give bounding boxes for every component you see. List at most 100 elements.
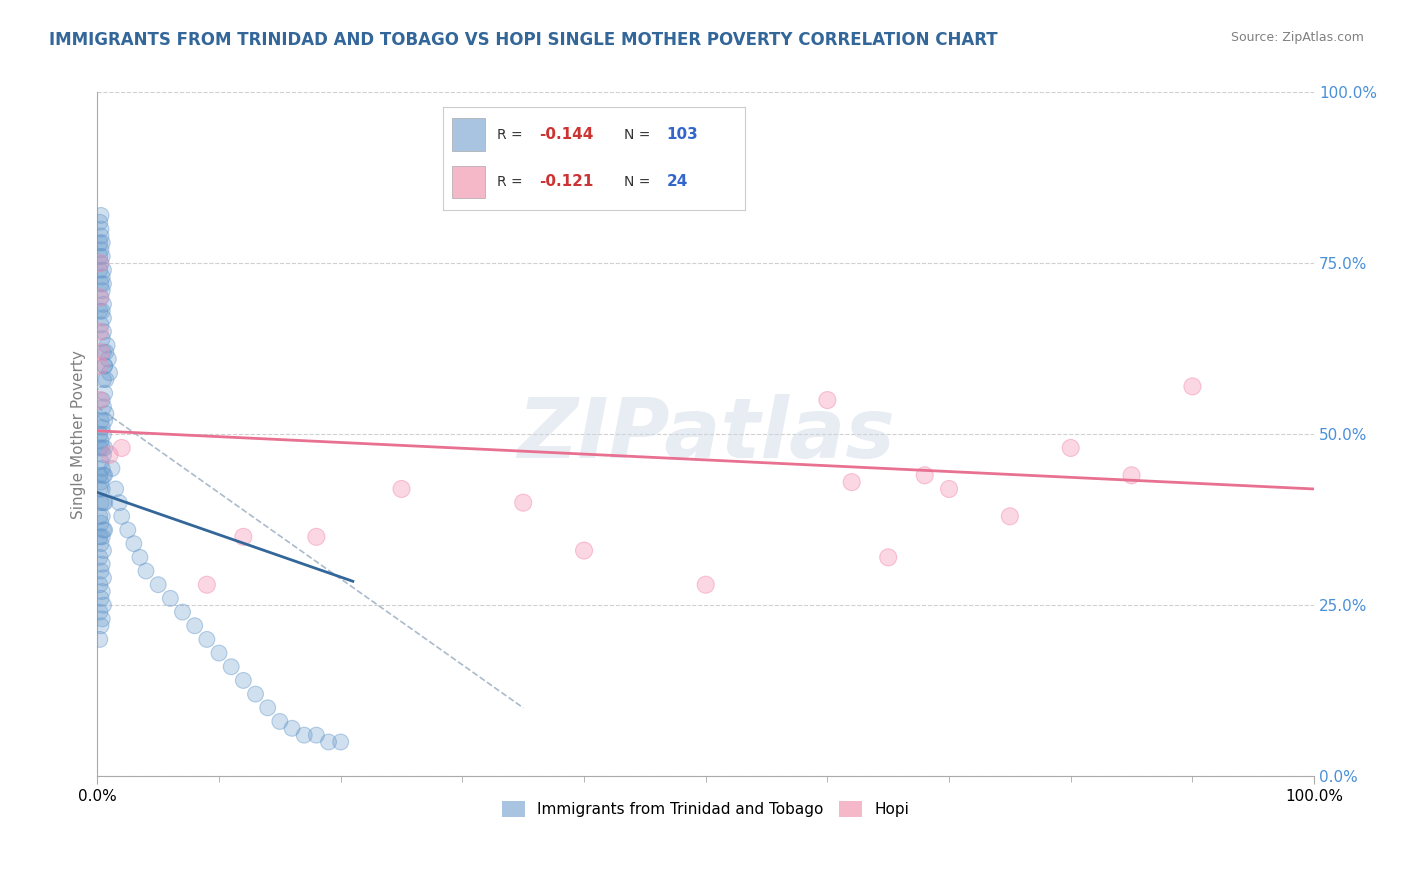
Point [90, 277, 112, 291]
Point [94, 345, 117, 359]
Point [135, 564, 157, 578]
Point [256, 700, 278, 714]
Point [90, 591, 112, 606]
Point [90, 229, 112, 244]
Point [91, 250, 114, 264]
Point [269, 714, 291, 729]
Point [93, 523, 115, 537]
Point [292, 728, 315, 742]
FancyBboxPatch shape [451, 166, 485, 198]
Point [93, 468, 115, 483]
Point [93, 468, 115, 483]
Point [89, 215, 111, 229]
Point [89, 291, 111, 305]
Point [104, 482, 127, 496]
Text: N =: N = [624, 128, 655, 142]
Point [183, 618, 205, 632]
Point [208, 646, 231, 660]
Point [101, 461, 124, 475]
Point [91, 332, 114, 346]
Point [998, 509, 1021, 524]
Point [90, 455, 112, 469]
Point [90, 537, 112, 551]
Point [89, 550, 111, 565]
Point [877, 550, 900, 565]
Point [90, 243, 112, 257]
Point [159, 591, 181, 606]
Point [94, 407, 117, 421]
Point [93, 325, 115, 339]
Point [93, 598, 115, 612]
Point [91, 461, 114, 475]
Point [89, 632, 111, 647]
Point [695, 577, 717, 591]
Point [93, 441, 115, 455]
Point [89, 577, 111, 591]
Point [841, 475, 863, 490]
Point [93, 448, 115, 462]
Point [914, 468, 936, 483]
Point [90, 256, 112, 270]
Point [91, 530, 114, 544]
Point [89, 632, 111, 647]
Point [256, 700, 278, 714]
Point [208, 646, 231, 660]
Point [93, 598, 115, 612]
Point [93, 414, 115, 428]
Point [93, 386, 115, 401]
Point [93, 400, 115, 414]
Point [111, 509, 134, 524]
Text: IMMIGRANTS FROM TRINIDAD AND TOBAGO VS HOPI SINGLE MOTHER POVERTY CORRELATION CH: IMMIGRANTS FROM TRINIDAD AND TOBAGO VS H… [49, 31, 998, 49]
Point [97, 352, 120, 367]
Point [1060, 441, 1083, 455]
Point [91, 558, 114, 572]
Point [91, 270, 114, 285]
Point [938, 482, 960, 496]
Point [219, 659, 242, 673]
Point [94, 345, 117, 359]
Point [89, 256, 111, 270]
Point [117, 523, 139, 537]
Point [90, 345, 112, 359]
Point [91, 584, 114, 599]
Point [90, 256, 112, 270]
Point [89, 393, 111, 408]
Point [815, 393, 838, 408]
Point [91, 332, 114, 346]
Text: R =: R = [498, 128, 527, 142]
Point [572, 543, 595, 558]
Point [90, 618, 112, 632]
Point [93, 359, 115, 373]
Point [245, 687, 267, 701]
Point [90, 516, 112, 531]
Point [91, 270, 114, 285]
Point [91, 420, 114, 434]
Point [305, 728, 328, 742]
Point [1181, 379, 1204, 393]
Point [93, 468, 115, 483]
Point [329, 735, 352, 749]
Point [90, 222, 112, 236]
Point [90, 291, 112, 305]
Point [91, 558, 114, 572]
Point [89, 304, 111, 318]
Point [305, 530, 328, 544]
Point [305, 530, 328, 544]
Point [89, 427, 111, 442]
Point [93, 325, 115, 339]
Point [90, 516, 112, 531]
Point [91, 441, 114, 455]
Point [93, 297, 115, 311]
Point [89, 256, 111, 270]
Point [91, 530, 114, 544]
Point [89, 427, 111, 442]
Point [292, 728, 315, 742]
Point [93, 543, 115, 558]
Point [815, 393, 838, 408]
Point [938, 482, 960, 496]
Point [183, 618, 205, 632]
Point [89, 393, 111, 408]
Point [91, 250, 114, 264]
Point [94, 373, 117, 387]
Point [97, 352, 120, 367]
